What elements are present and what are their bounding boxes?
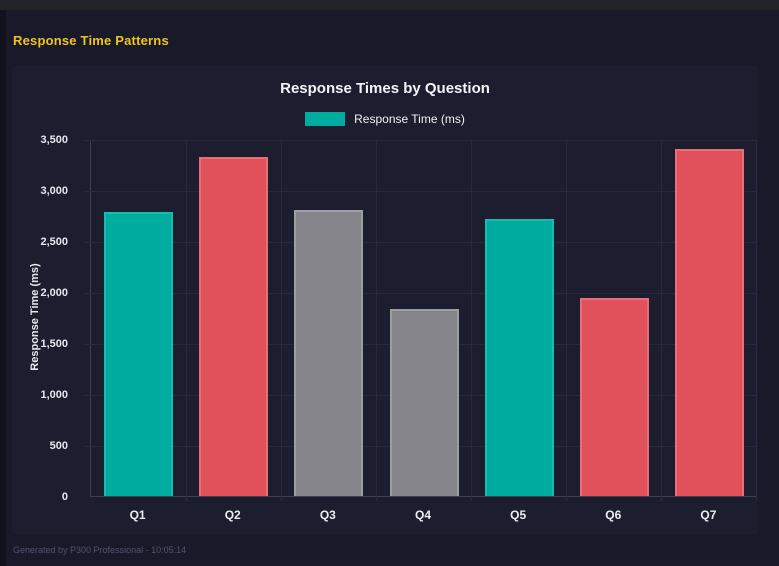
y-tick-label: 2,000 <box>40 286 68 299</box>
x-axis-label: Q6 <box>605 508 622 522</box>
bar-q3[interactable] <box>294 210 364 496</box>
y-tick-label: 1,000 <box>40 388 68 401</box>
legend-label: Response Time (ms) <box>354 112 465 126</box>
x-axis-label: Q7 <box>700 508 717 522</box>
v-gridline <box>185 140 187 501</box>
chart-title: Response Times by Question <box>280 80 490 97</box>
v-gridline <box>280 140 282 501</box>
x-axis-label: Q5 <box>510 508 527 522</box>
bar-q7[interactable] <box>674 149 744 496</box>
page-title: Response Time Patterns <box>13 33 169 48</box>
y-axis-title: Response Time (ms) <box>29 263 41 371</box>
v-gridline <box>471 140 473 501</box>
y-tick-label: 1,500 <box>40 337 68 350</box>
x-axis-label: Q3 <box>319 508 336 522</box>
y-tick-label: 2,500 <box>40 235 68 248</box>
h-gridline <box>84 241 756 243</box>
y-tick-label: 3,000 <box>40 184 68 197</box>
legend-swatch <box>305 112 346 126</box>
h-gridline <box>84 292 756 294</box>
h-gridline <box>84 190 756 192</box>
v-gridline <box>375 140 377 501</box>
y-tick-label: 500 <box>49 439 68 452</box>
chart-legend[interactable]: Response Time (ms) <box>12 112 758 126</box>
bar-q1[interactable] <box>104 212 174 496</box>
plot-area <box>84 139 757 501</box>
x-axis-label: Q2 <box>224 508 241 522</box>
bar-q2[interactable] <box>199 157 269 496</box>
bar-q4[interactable] <box>389 309 459 496</box>
chart-card: Response Times by Question Response Time… <box>12 66 758 534</box>
window-left-edge <box>0 10 6 566</box>
footer-status: Generated by P300 Professional - 10:05:1… <box>13 545 187 555</box>
bar-q6[interactable] <box>579 298 649 496</box>
v-gridline <box>661 140 663 501</box>
h-gridline <box>84 139 756 141</box>
x-axis-label: Q1 <box>129 508 146 522</box>
y-tick-label: 0 <box>61 490 68 503</box>
y-tick-label: 3,500 <box>40 133 68 146</box>
v-gridline <box>756 140 757 501</box>
window-top-bar <box>0 0 779 10</box>
v-gridline <box>566 140 568 501</box>
x-axis-label: Q4 <box>414 508 431 522</box>
bar-q5[interactable] <box>484 218 554 496</box>
